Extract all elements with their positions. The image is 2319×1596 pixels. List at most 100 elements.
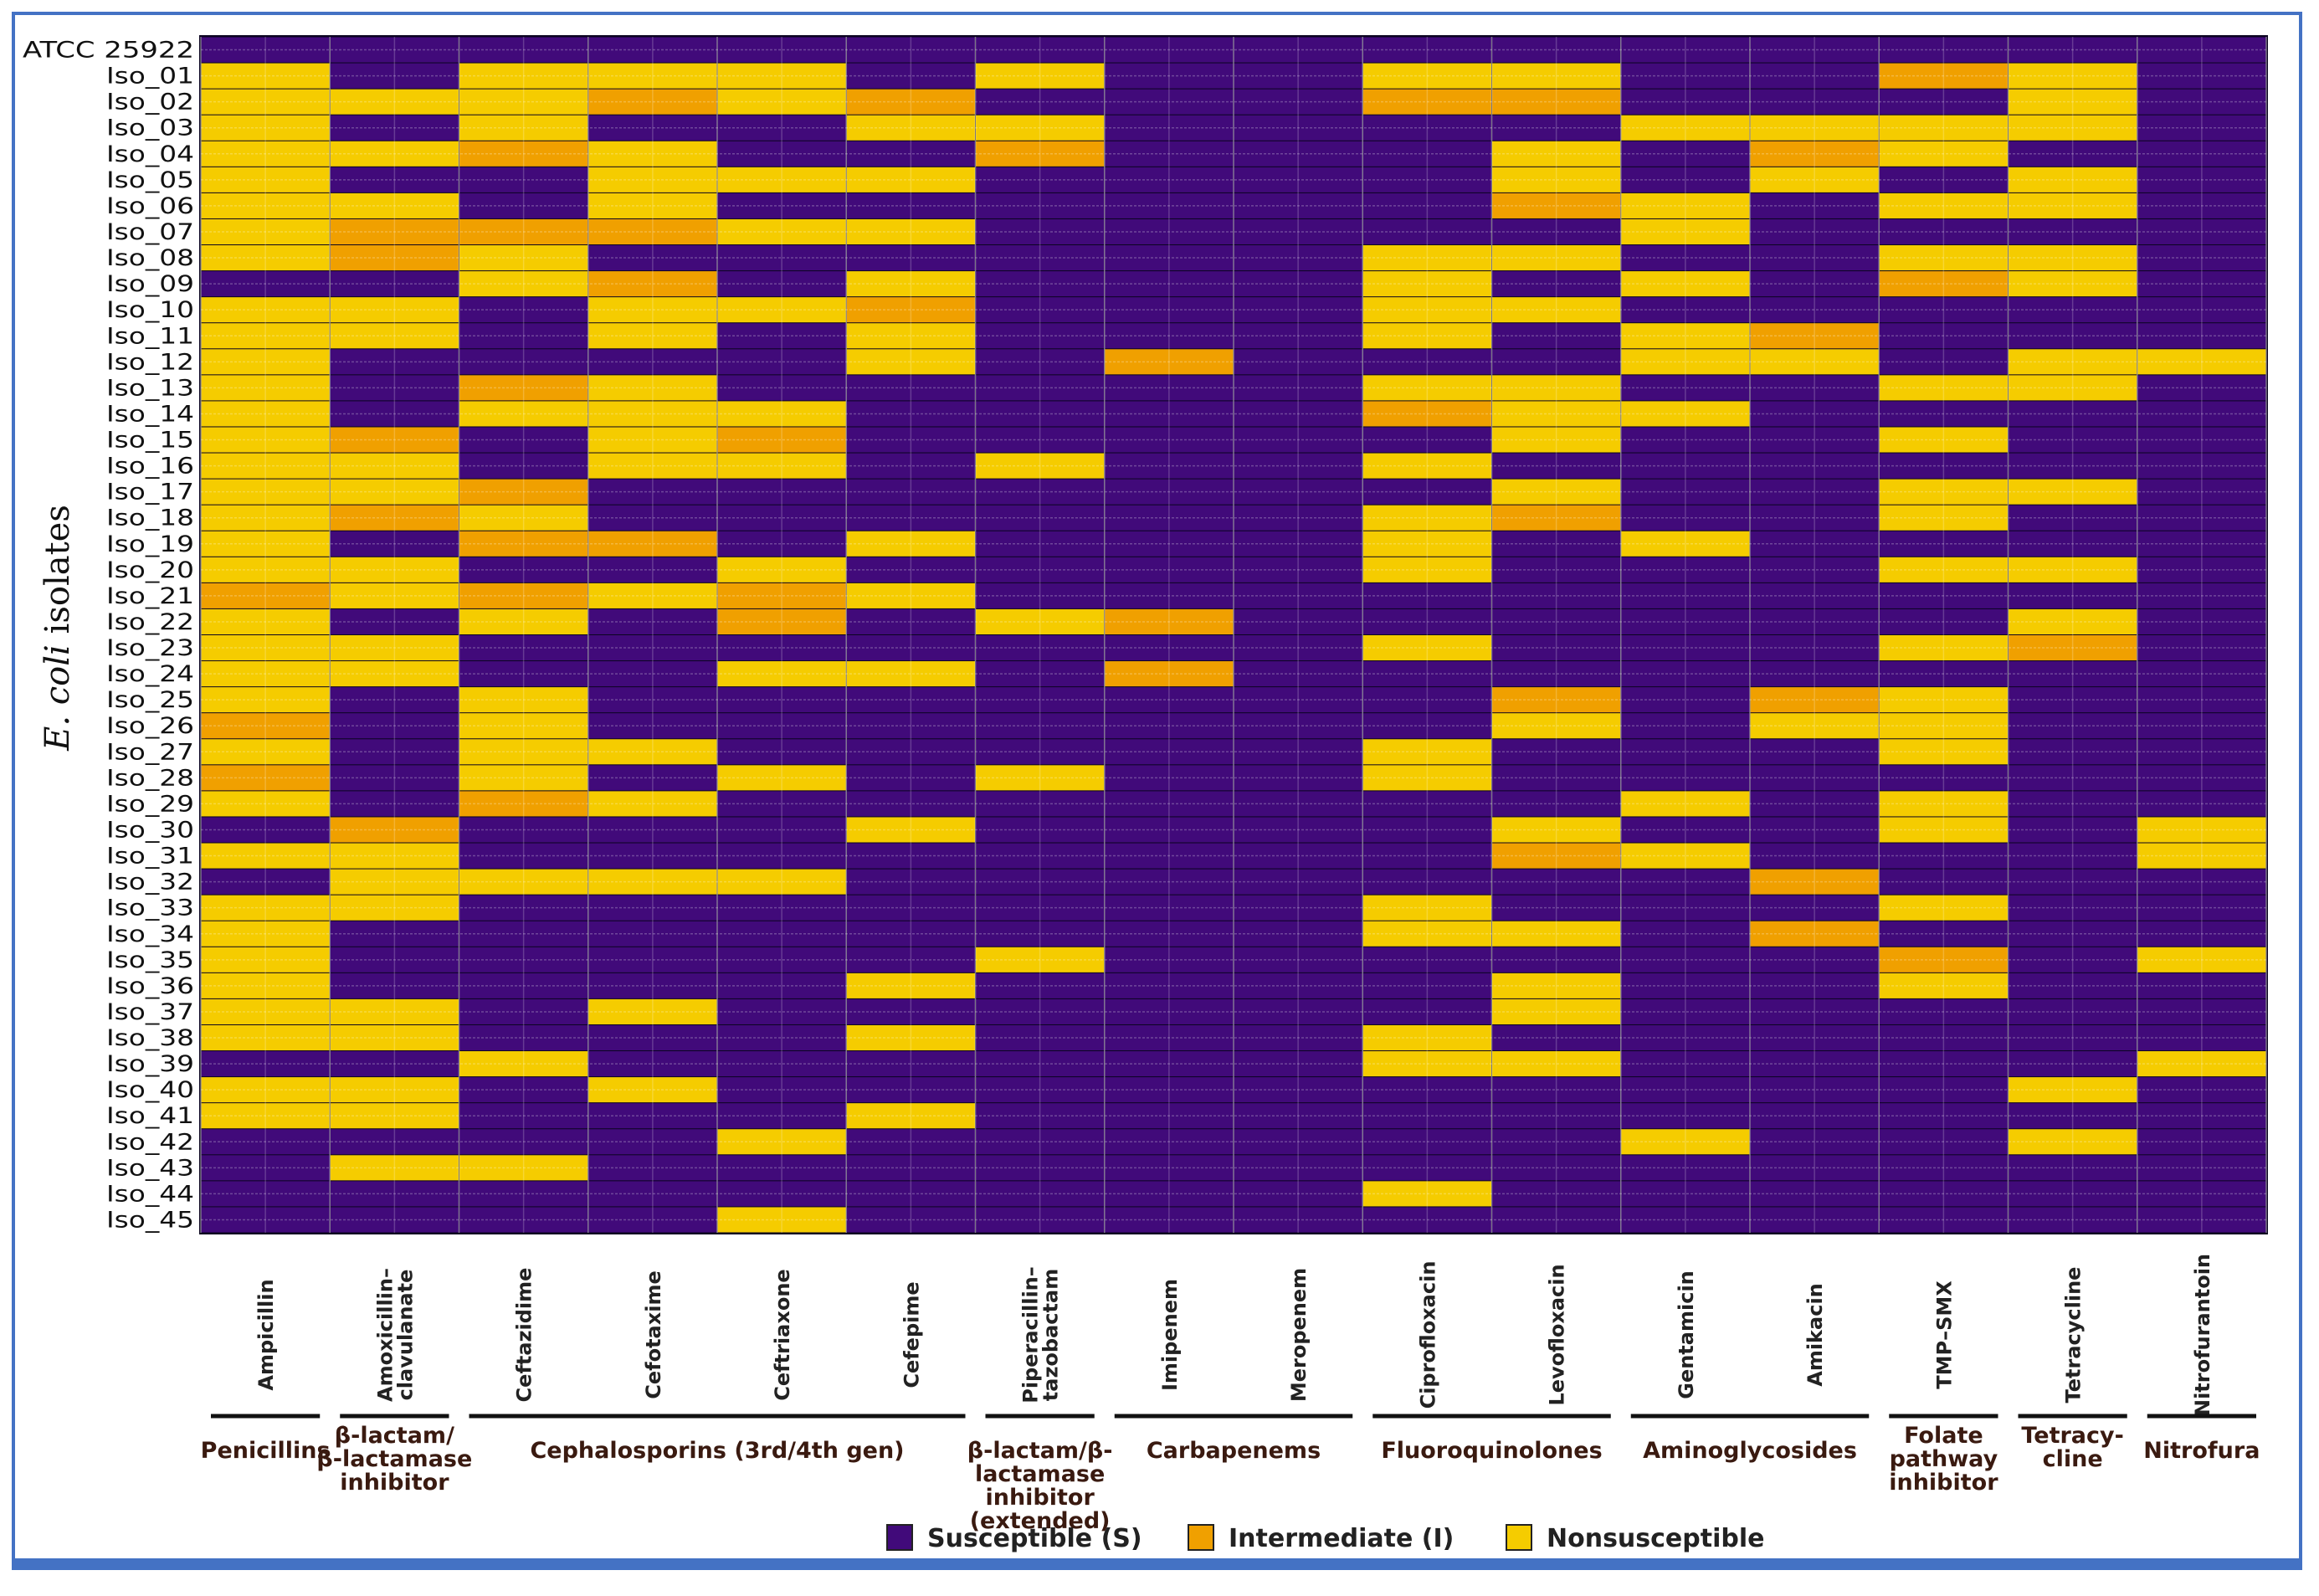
heatmap-cell-S [717, 1024, 846, 1051]
heatmap-cell-S [330, 791, 459, 817]
heatmap-cell-S [1105, 218, 1234, 245]
heatmap-cell-S [1879, 1024, 2008, 1051]
heatmap-cell-S [1492, 453, 1621, 479]
heatmap-cell-I [1750, 323, 1879, 349]
heatmap-cell-I [330, 505, 459, 531]
heatmap-cell-N [330, 869, 459, 895]
heatmap-cell-N [201, 297, 330, 323]
heatmap-cell-S [330, 401, 459, 427]
heatmap-cell-S [2137, 271, 2266, 297]
heatmap-cell-S [1621, 557, 1750, 582]
heatmap-cell-S [1750, 1129, 1879, 1155]
heatmap-cell-S [1234, 427, 1362, 453]
heatmap-cell-N [1750, 349, 1879, 375]
heatmap-cell-N [1621, 401, 1750, 427]
heatmap-cell-S [1621, 453, 1750, 479]
heatmap-cell-I [846, 89, 975, 115]
heatmap-cell-S [846, 245, 975, 271]
heatmap-cell-S [2137, 869, 2266, 895]
column-label: Ceftazidime [513, 1268, 536, 1403]
heatmap-cell-N [1879, 505, 2008, 531]
heatmap-cell-S [1234, 271, 1362, 297]
heatmap-cell-I [1750, 687, 1879, 713]
heatmap-cell-S [1362, 1077, 1491, 1103]
heatmap-cell-N [717, 167, 846, 192]
heatmap-cell-S [2009, 37, 2137, 63]
heatmap-cell-S [717, 817, 846, 843]
heatmap-cell-N [2137, 817, 2266, 843]
heatmap-cell-S [459, 297, 588, 323]
heatmap-cell-N [201, 843, 330, 869]
heatmap-cell-S [2009, 323, 2137, 349]
heatmap-cell-N [1492, 427, 1621, 453]
heatmap-cell-S [459, 427, 588, 453]
heatmap-cell-N [330, 582, 459, 608]
heatmap-cell-I [1750, 869, 1879, 895]
row-label: Iso_37 [106, 999, 194, 1025]
heatmap-cell-S [588, 115, 717, 141]
row-label: Iso_39 [106, 1051, 194, 1077]
heatmap-cell-S [1621, 739, 1750, 765]
heatmap-cell-S [1492, 218, 1621, 245]
heatmap-cell-I [717, 608, 846, 634]
heatmap-cell-S [1105, 1077, 1234, 1103]
heatmap-cell-S [588, 245, 717, 271]
heatmap-cell-S [846, 921, 975, 947]
heatmap-cell-S [2137, 218, 2266, 245]
heatmap-cell-S [1750, 453, 1879, 479]
heatmap-cell-S [330, 63, 459, 89]
heatmap-cell-S [1234, 401, 1362, 427]
heatmap-cell-N [330, 661, 459, 687]
row-label: Iso_31 [106, 844, 194, 870]
heatmap-cell-S [1105, 1181, 1234, 1207]
heatmap-cell-S [846, 739, 975, 765]
heatmap-cell-S [1492, 608, 1621, 634]
heatmap-cell-S [2137, 141, 2266, 167]
heatmap-cell-S [976, 505, 1105, 531]
heatmap-cell-N [2009, 1129, 2137, 1155]
heatmap-cell-S [1750, 843, 1879, 869]
heatmap-cell-S [976, 1207, 1105, 1233]
heatmap-cell-N [1362, 1024, 1491, 1051]
heatmap-cell-S [201, 817, 330, 843]
heatmap-cell-S [976, 635, 1105, 661]
column-label: Meropenem [1287, 1268, 1311, 1402]
heatmap-cell-N [459, 765, 588, 791]
heatmap-cell-N [2009, 115, 2137, 141]
row-label: Iso_08 [106, 245, 194, 271]
heatmap-cell-N [846, 167, 975, 192]
heatmap-cell-S [717, 37, 846, 63]
heatmap-cell-N [2137, 1051, 2266, 1077]
column-label: TMP–SMX [1932, 1280, 1956, 1389]
heatmap-cell-N [201, 739, 330, 765]
row-label: Iso_06 [106, 193, 194, 219]
heatmap-cell-S [2009, 453, 2137, 479]
heatmap-cell-S [2137, 1024, 2266, 1051]
heatmap-cell-S [330, 1129, 459, 1155]
heatmap-cell-S [1105, 1051, 1234, 1077]
heatmap-cell-S [2137, 427, 2266, 453]
heatmap-cell-S [846, 479, 975, 505]
heatmap-cell-N [588, 1077, 717, 1103]
heatmap-cell-S [976, 869, 1105, 895]
heatmap-cell-N [1621, 349, 1750, 375]
heatmap-cell-N [201, 401, 330, 427]
heatmap-cell-N [201, 531, 330, 557]
heatmap-cell-S [2137, 1207, 2266, 1233]
heatmap-cell-S [459, 192, 588, 218]
row-label: Iso_10 [106, 297, 194, 323]
heatmap-cell-S [1621, 1103, 1750, 1129]
row-label: Iso_17 [106, 480, 194, 505]
heatmap-cell-I [1492, 192, 1621, 218]
heatmap-cell-S [846, 1129, 975, 1155]
column-label: Cefepime [900, 1281, 923, 1388]
heatmap-cell-S [1621, 869, 1750, 895]
heatmap-cell-S [1879, 1207, 2008, 1233]
heatmap-cell-N [588, 791, 717, 817]
heatmap-cell-S [459, 843, 588, 869]
row-label: Iso_13 [106, 375, 194, 401]
heatmap-cell-N [1879, 791, 2008, 817]
heatmap-cell-N [201, 141, 330, 167]
heatmap-cell-N [1879, 245, 2008, 271]
heatmap-cell-S [717, 1181, 846, 1207]
